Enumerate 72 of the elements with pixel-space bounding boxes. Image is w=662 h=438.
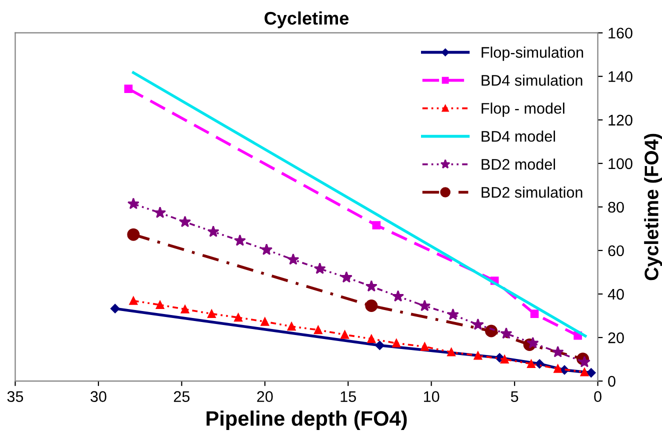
legend-label: Flop - model [482,102,564,117]
legend-label: BD4 simulation [482,74,582,86]
legend-label: Flop-simulation [482,46,584,61]
x-tick-label: 10 [424,391,440,402]
x-tick-label: 20 [257,391,273,402]
legend-label: BD2 model [482,158,556,170]
x-tick-label: 25 [174,391,190,402]
point [127,198,140,210]
point [179,216,191,228]
point [234,313,242,322]
point [485,324,498,338]
point [526,336,539,348]
x-axis-title: Pipeline depth (FO4) [206,410,407,430]
point [129,296,138,305]
chart-title: Cycletime [264,11,349,28]
x-tick-label: 30 [90,391,106,402]
point [534,359,544,368]
y-tick-label: 80 [608,202,624,213]
legend-label: BD2 simulation [482,186,582,198]
point [447,348,456,356]
point [392,339,401,348]
point [500,327,512,339]
point [287,322,296,331]
x-tick-label: 15 [340,391,356,402]
point [554,364,562,373]
point [340,330,349,339]
x-tick-label: 35 [7,391,24,402]
y-tick-label: 100 [608,158,632,170]
point [207,310,216,318]
point [260,317,270,326]
y-axis-title: Cycletime (FO4) [644,134,662,280]
point [580,368,589,376]
point [474,351,482,360]
point [375,340,384,350]
y-tick-label: 20 [608,332,624,344]
legend-label: BD4 model [482,130,556,142]
point [578,356,590,368]
point [372,221,381,230]
point [124,84,133,93]
y-tick-label: 60 [608,245,624,256]
point [392,290,404,302]
point [365,300,378,312]
point [530,310,539,318]
point [260,244,273,256]
point [500,355,509,364]
point [365,280,378,292]
point [586,368,596,378]
point [156,300,164,310]
point [234,234,246,246]
point [287,253,300,265]
point [447,308,459,320]
point [420,342,429,351]
point [110,304,120,314]
point [314,326,322,334]
x-tick-label: 5 [510,391,518,402]
point [472,318,484,330]
point [552,346,564,358]
point [154,206,166,218]
y-tick-label: 140 [608,71,632,82]
point [127,228,140,241]
y-tick-label: 0 [608,376,616,387]
x-tick-label: 0 [594,391,602,402]
point [340,271,352,283]
y-tick-label: 160 [608,28,632,39]
y-tick-label: 40 [608,288,624,300]
point [418,300,431,312]
point [180,305,190,314]
point [207,226,220,237]
point [527,360,536,368]
point [314,262,326,274]
y-tick-label: 120 [608,114,632,126]
point [367,334,376,344]
